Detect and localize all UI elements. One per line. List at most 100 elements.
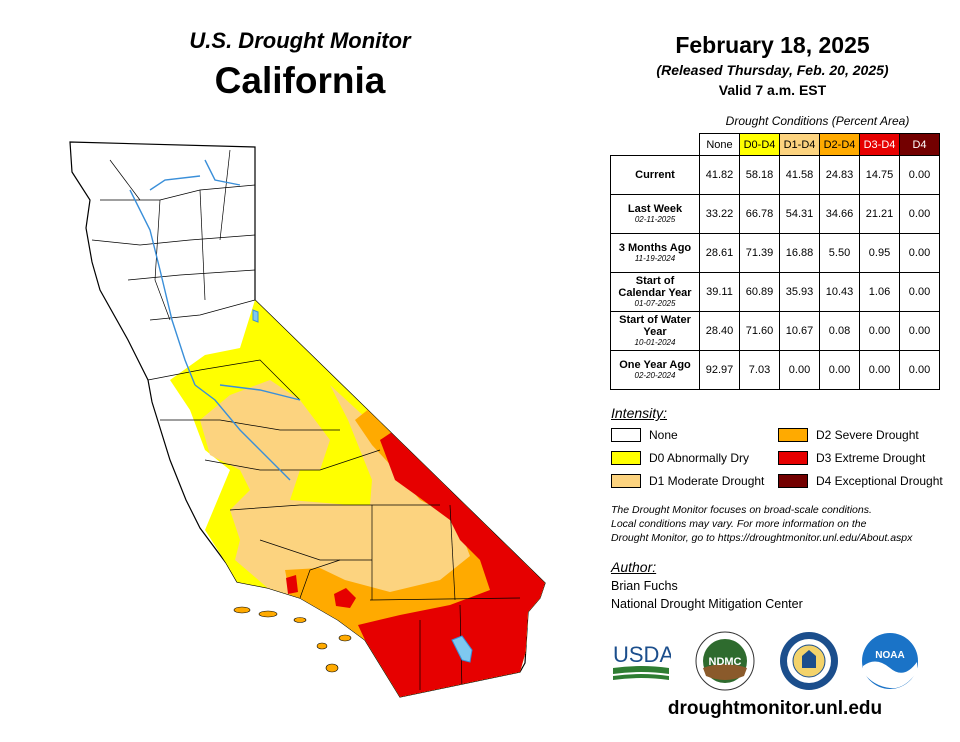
footer-url[interactable]: droughtmonitor.unl.edu xyxy=(667,698,883,719)
row-label: 3 Months Ago 11-19-2024 xyxy=(610,233,700,273)
table-cell: 33.22 xyxy=(699,194,740,234)
table-row: Start of Calendar Year 01-07-2025 39.11 60.… xyxy=(610,272,940,312)
map-date: February 18, 2025 xyxy=(675,32,870,58)
row-date: 02-11-2025 xyxy=(634,215,676,224)
column-header: D1-D4 xyxy=(779,133,820,156)
table-cell: 5.50 xyxy=(819,233,860,273)
note-line-1: The Drought Monitor focuses on broad-sca… xyxy=(611,504,872,516)
map-subtitle: U.S. Drought Monitor xyxy=(189,28,411,53)
table-cell: 24.83 xyxy=(819,155,860,195)
row-label: Current xyxy=(610,155,700,195)
table-cell: 16.88 xyxy=(779,233,820,273)
row-label-text: Start of Calendar Year xyxy=(618,275,692,299)
valid-time: Valid 7 a.m. EST xyxy=(718,82,827,98)
legend-label: D3 Extreme Drought xyxy=(816,451,926,465)
legend-item: D1 Moderate Drought xyxy=(611,474,764,488)
table-cell: 58.18 xyxy=(739,155,780,195)
header-blank-cell xyxy=(611,134,700,156)
table-cell: 39.11 xyxy=(699,272,740,312)
table-cell: 0.08 xyxy=(819,311,860,351)
column-header: None xyxy=(699,133,740,156)
row-label: Start of Water Year 10-01-2024 xyxy=(610,311,700,351)
column-header: D3-D4 xyxy=(859,133,900,156)
note-line-3[interactable]: Drought Monitor, go to https://droughtmo… xyxy=(611,532,913,544)
noaa-logo-text: NOAA xyxy=(875,650,904,661)
table-cell: 66.78 xyxy=(739,194,780,234)
row-date: 11-19-2024 xyxy=(634,254,676,263)
row-label: One Year Ago 02-20-2024 xyxy=(610,350,700,390)
legend-title: Intensity: xyxy=(611,405,668,421)
table-cell: 0.00 xyxy=(779,350,820,390)
row-date: 02-20-2024 xyxy=(634,371,676,380)
usda-logo: USDA xyxy=(613,642,671,680)
column-header: D2-D4 xyxy=(819,133,860,156)
table-cell: 41.58 xyxy=(779,155,820,195)
table-cell: 28.61 xyxy=(699,233,740,273)
table-cell: 71.39 xyxy=(739,233,780,273)
table-cell: 10.43 xyxy=(819,272,860,312)
disclaimer-note: The Drought Monitor focuses on broad-sca… xyxy=(611,503,946,545)
table-row: Start of Water Year 10-01-2024 28.40 71.60 1… xyxy=(610,311,940,351)
legend-swatch xyxy=(611,451,641,465)
table-cell: 41.82 xyxy=(699,155,740,195)
legend-item: D3 Extreme Drought xyxy=(778,451,925,465)
table-cell: 34.66 xyxy=(819,194,860,234)
release-date: (Released Thursday, Feb. 20, 2025) xyxy=(656,62,889,78)
column-header: D0-D4 xyxy=(739,133,780,156)
table-cell: 28.40 xyxy=(699,311,740,351)
doc-seal-logo xyxy=(780,632,838,690)
table-cell: 0.95 xyxy=(859,233,900,273)
legend-swatch xyxy=(778,428,808,442)
legend-swatch xyxy=(611,474,641,488)
table-row: One Year Ago 02-20-2024 92.97 7.03 0.00 0.00 0… xyxy=(610,350,940,390)
table-cell: 0.00 xyxy=(899,194,940,234)
table-cell: 92.97 xyxy=(699,350,740,390)
legend-swatch xyxy=(778,451,808,465)
table-cell: 7.03 xyxy=(739,350,780,390)
table-cell: 0.00 xyxy=(859,350,900,390)
d3-region xyxy=(358,430,545,697)
channel-islands xyxy=(233,606,352,673)
california-drought-map xyxy=(69,141,546,698)
table-cell: 10.67 xyxy=(779,311,820,351)
d3-region-small-2 xyxy=(286,575,298,594)
row-label-text: 3 Months Ago xyxy=(618,242,692,254)
table-cell: 14.75 xyxy=(859,155,900,195)
row-label-text: Start of Water Year xyxy=(619,314,691,338)
lake-tahoe xyxy=(252,309,259,323)
legend-item: D0 Abnormally Dry xyxy=(611,451,749,465)
ndmc-logo: NDMC xyxy=(695,631,755,691)
table-cell: 21.21 xyxy=(859,194,900,234)
d3-region-small-1 xyxy=(334,588,356,608)
author-org: National Drought Mitigation Center xyxy=(611,597,803,611)
ndmc-logo-text: NDMC xyxy=(709,656,742,668)
legend-swatch xyxy=(611,428,641,442)
table-caption: Drought Conditions (Percent Area) xyxy=(725,114,910,128)
table-cell: 0.00 xyxy=(899,311,940,351)
legend-item: D2 Severe Drought xyxy=(778,428,919,442)
note-line-2: Local conditions may vary. For more info… xyxy=(611,518,867,530)
table-cell: 0.00 xyxy=(899,350,940,390)
row-label: Start of Calendar Year 01-07-2025 xyxy=(610,272,700,312)
drought-conditions-table: None D0-D4 D1-D4 D2-D4 D3-D4 D4 Current 41.82 5… xyxy=(610,133,940,390)
map-state-title: California xyxy=(214,60,386,101)
noaa-logo: NOAA xyxy=(862,633,918,689)
legend-label: D2 Severe Drought xyxy=(816,428,919,442)
table-cell: 0.00 xyxy=(899,272,940,312)
table-cell: 35.93 xyxy=(779,272,820,312)
table-cell: 60.89 xyxy=(739,272,780,312)
author-title: Author: xyxy=(611,559,657,575)
table-cell: 71.60 xyxy=(739,311,780,351)
table-cell: 0.00 xyxy=(859,311,900,351)
legend-swatch xyxy=(778,474,808,488)
table-cell: 1.06 xyxy=(859,272,900,312)
legend-label: D0 Abnormally Dry xyxy=(649,451,750,465)
row-label: Last Week 02-11-2025 xyxy=(610,194,700,234)
table-cell: 0.00 xyxy=(819,350,860,390)
row-label-text: Last Week xyxy=(627,203,683,215)
salton-sea xyxy=(451,635,473,663)
table-cell: 54.31 xyxy=(779,194,820,234)
table-cell: 0.00 xyxy=(899,155,940,195)
table-cell: 0.00 xyxy=(899,233,940,273)
legend-item: None xyxy=(611,428,678,442)
